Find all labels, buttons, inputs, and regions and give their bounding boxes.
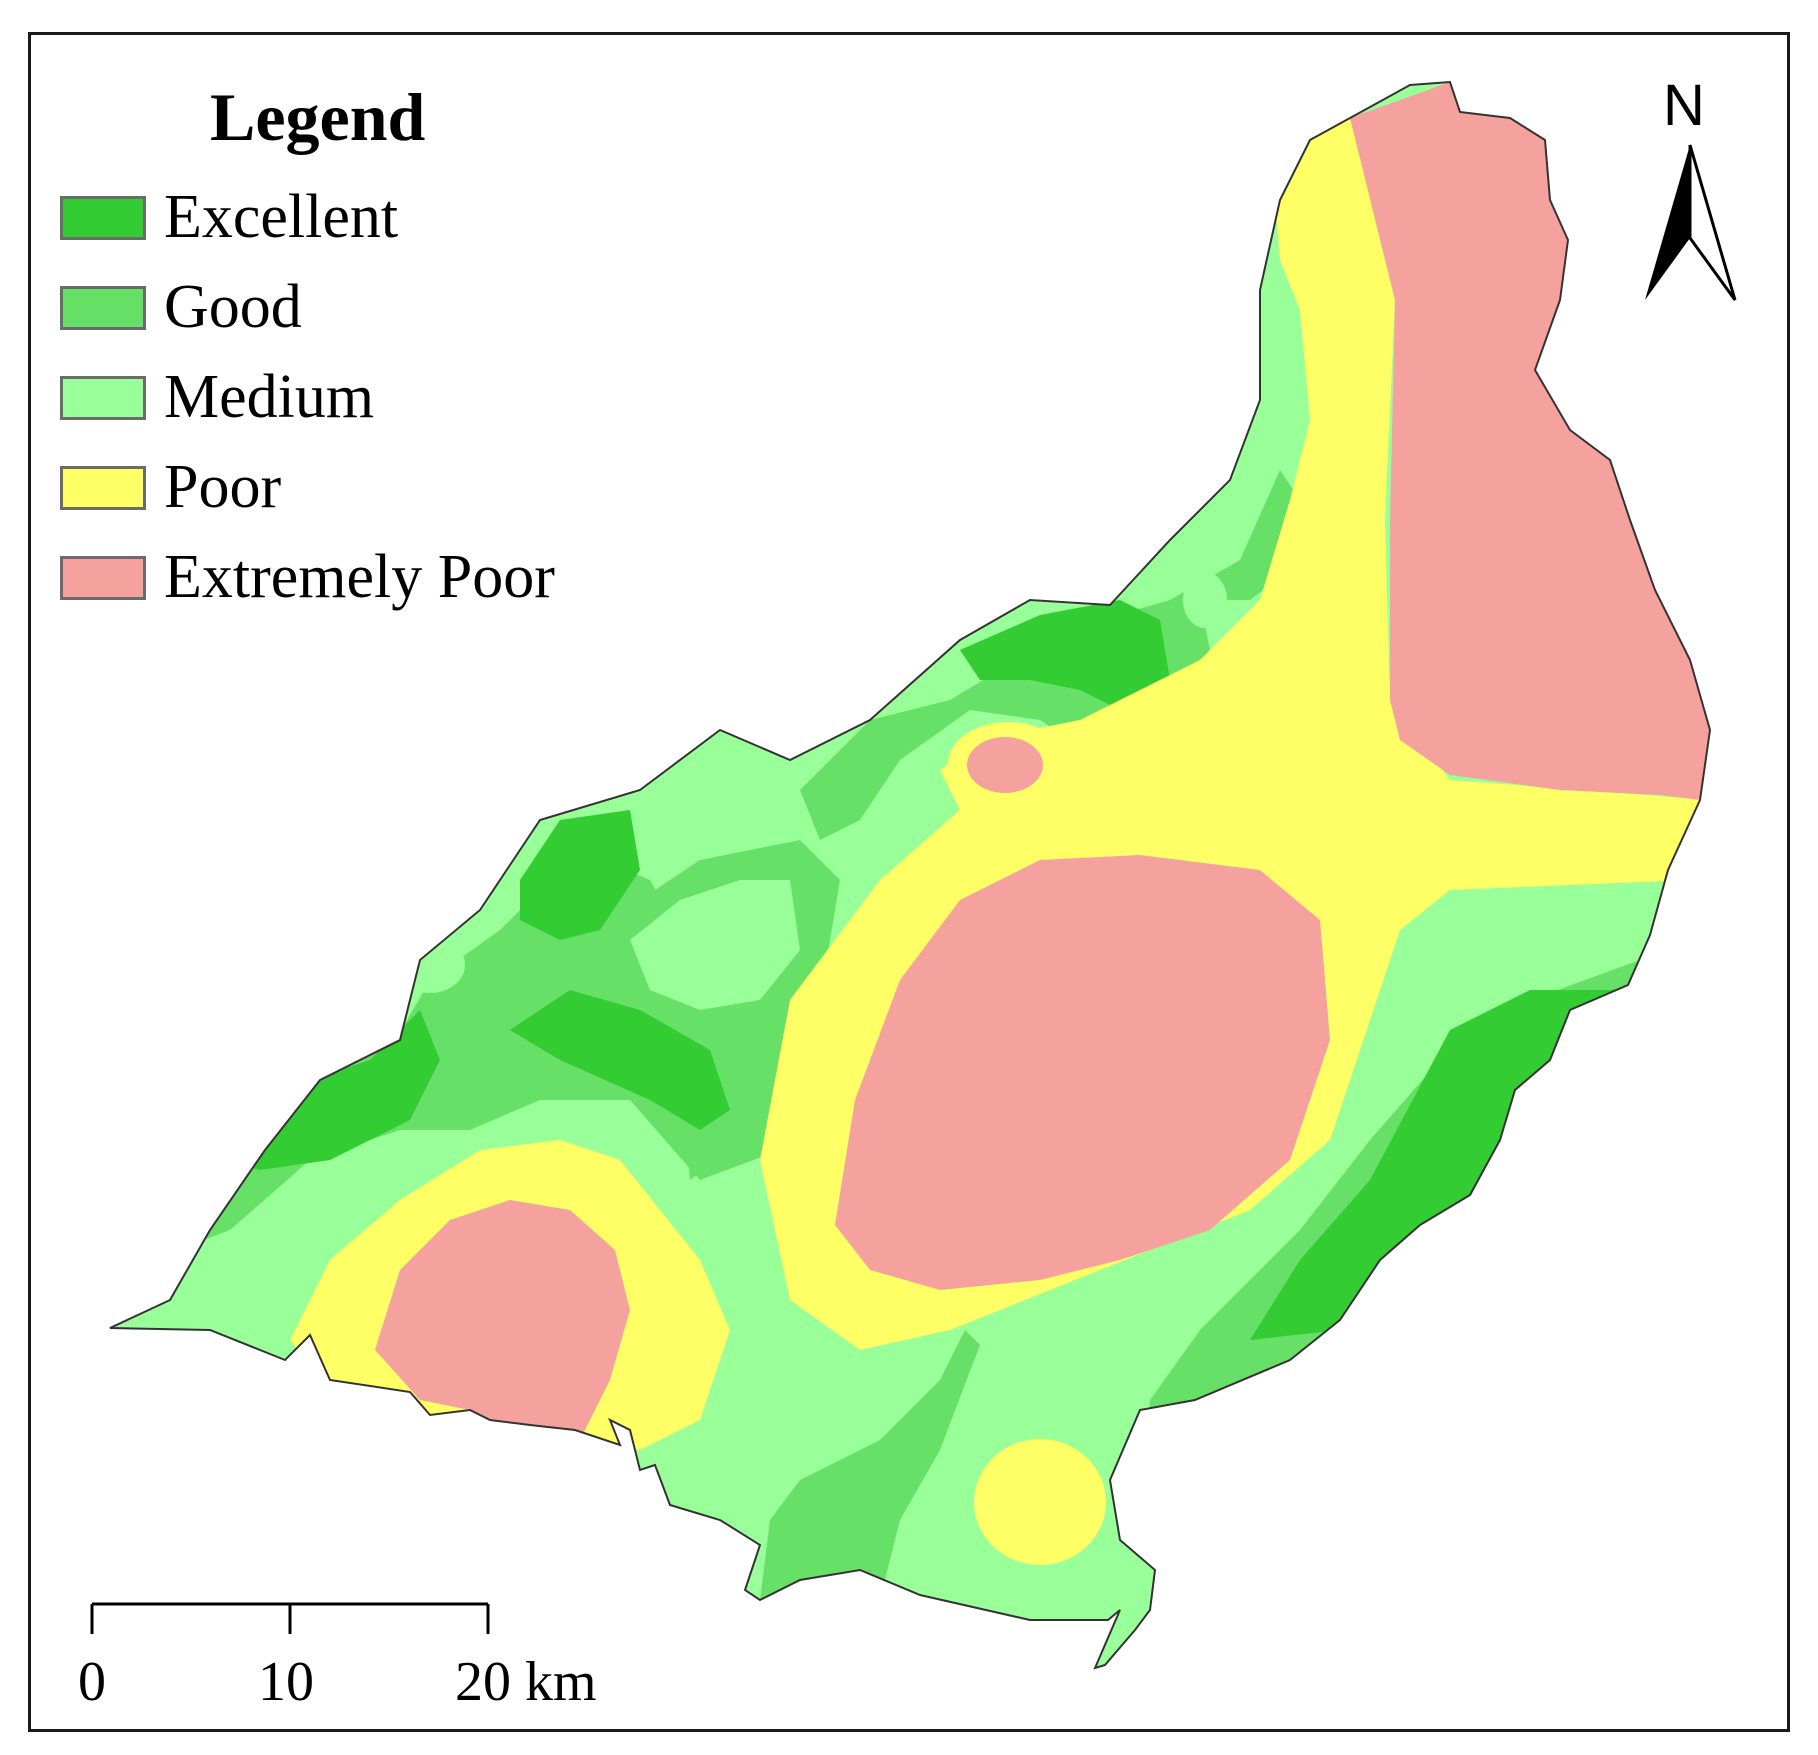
legend-swatch-medium [60,376,146,420]
legend-label-extremely-poor: Extremely Poor [164,543,555,611]
legend-label-medium: Medium [164,363,375,431]
scale-tick-10: 10 [258,1651,314,1713]
north-label: N [1663,73,1705,138]
legend-label-poor: Poor [164,453,282,521]
scale-tick-0: 0 [78,1651,106,1713]
region-outline [109,80,1712,1670]
legend-swatch-good [60,286,146,330]
legend-label-good: Good [164,273,302,341]
legend-title: Legend [210,79,426,155]
north-arrow-icon [1645,144,1737,301]
legend-swatch-excellent [60,196,146,240]
legend-swatch-extremely-poor [60,556,146,600]
scale-tick-20: 20 km [455,1651,597,1713]
scale-bar [90,1602,490,1634]
legend-label-excellent: Excellent [164,183,399,251]
legend-swatch-poor [60,466,146,510]
